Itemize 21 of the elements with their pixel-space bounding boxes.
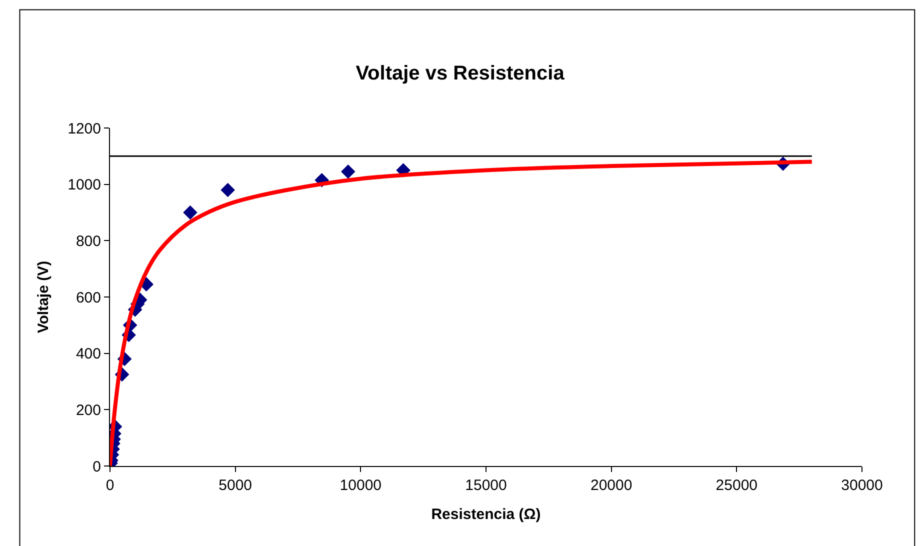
point — [183, 205, 198, 220]
y-tick-label: 800 — [76, 232, 101, 250]
x-tick-label: 15000 — [465, 477, 507, 494]
point — [340, 164, 356, 179]
y-axis-title: Voltaje (V) — [34, 260, 52, 334]
x-tick-label: 5000 — [218, 477, 252, 494]
y-tick-label: 1200 — [68, 120, 101, 138]
x-tick-label: 30000 — [841, 477, 883, 494]
y-tick-label: 1000 — [68, 176, 101, 194]
y-tick-label: 200 — [76, 402, 101, 419]
y-tick-label: 400 — [76, 346, 101, 363]
x-tick-label: 20000 — [590, 477, 632, 494]
point — [220, 182, 235, 198]
y-tick-label: 600 — [76, 289, 101, 306]
line-series — [110, 160, 814, 466]
y-tick-label: 0 — [92, 458, 101, 476]
chart-title: Voltaje vs Resistencia — [356, 62, 566, 85]
x-tick-label: 10000 — [340, 477, 382, 494]
x-tick-label: 0 — [106, 477, 114, 494]
x-axis-title: Resistencia (Ω) — [431, 506, 541, 523]
x-tick-label: 25000 — [716, 477, 758, 494]
